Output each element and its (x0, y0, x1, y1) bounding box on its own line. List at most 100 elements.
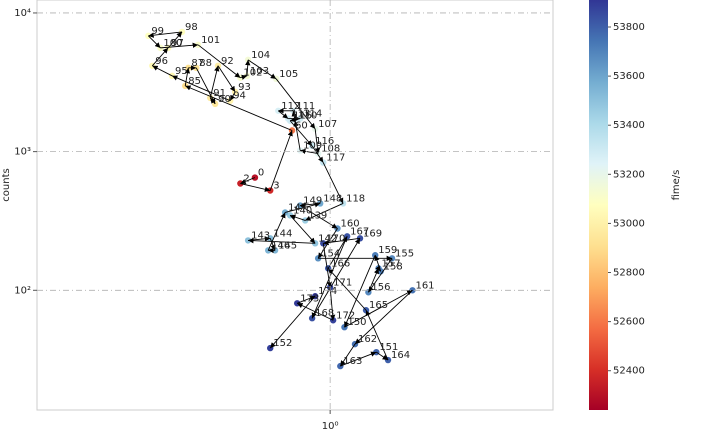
arrow (151, 47, 169, 67)
arrow (269, 295, 316, 349)
point-label: 172 (336, 310, 355, 321)
arrow (293, 120, 301, 151)
point-label: 159 (378, 245, 397, 256)
arrow (269, 130, 293, 191)
arrow (365, 310, 389, 361)
arrow (368, 258, 393, 293)
point-label: 2 (243, 174, 249, 185)
colorbar-tick-label: 52600 (613, 317, 645, 328)
point-label: 139 (308, 210, 327, 221)
point-label: 110 (298, 111, 317, 122)
point-label: 87 (191, 58, 204, 69)
arrow (285, 202, 321, 213)
point-label: 158 (384, 261, 403, 272)
arrow (248, 237, 316, 244)
plot-frame (36, 0, 554, 411)
point-label: 105 (279, 69, 298, 80)
point-label: 95 (175, 66, 188, 77)
point-label: 150 (347, 317, 366, 328)
arrow (344, 255, 376, 328)
arrow (289, 120, 313, 147)
arrow (340, 351, 377, 367)
colorbar-tick-label: 53600 (613, 71, 645, 82)
point-label: 85 (188, 76, 201, 87)
y-axis-label: counts (1, 168, 12, 201)
arrow (289, 215, 316, 244)
point-label: 149 (303, 195, 322, 206)
arrow (297, 295, 316, 304)
arrow (300, 202, 321, 208)
arrow (339, 343, 356, 367)
arrow (344, 289, 413, 328)
point-label: 157 (382, 258, 401, 269)
arrow (240, 177, 256, 184)
point-label: 0 (258, 168, 264, 179)
arrow (376, 351, 389, 361)
point-label: 147 (288, 202, 307, 213)
point-label: 103 (250, 66, 269, 77)
arrow (299, 205, 338, 229)
point-label: 160 (340, 218, 359, 229)
arrow (327, 268, 367, 311)
colorbar-tick-label: 53800 (613, 22, 645, 33)
arrow (160, 42, 199, 49)
point-label: 118 (346, 193, 365, 204)
arrow (275, 78, 316, 130)
arrow (269, 238, 276, 251)
point-label: 112 (281, 101, 300, 112)
y-tick-label: 10³ (14, 147, 31, 158)
point-label: 109 (303, 140, 322, 151)
arrow (240, 183, 271, 192)
point-label: 98 (185, 22, 198, 33)
point-label: 97 (171, 38, 184, 49)
arrow (195, 67, 216, 105)
point-label: 170 (326, 233, 345, 244)
point-label: 102 (243, 68, 262, 79)
point-label: 161 (415, 280, 434, 291)
point-label: 116 (315, 136, 334, 147)
arrow (148, 31, 183, 38)
point-label: 146 (271, 240, 290, 251)
point-label: 173 (300, 293, 319, 304)
arrow (247, 59, 277, 80)
colorbar-tick-label: 53200 (613, 169, 645, 180)
point-label: 90 (218, 94, 231, 105)
point-label: 101 (201, 35, 220, 46)
point-label: 162 (358, 334, 377, 345)
arrow (289, 214, 306, 221)
arrow (229, 91, 236, 101)
point-label: 96 (155, 56, 168, 67)
point-label: 168 (315, 308, 334, 319)
colorbar-label: fime/s (671, 170, 682, 201)
point-label: 107 (318, 119, 337, 130)
arrow (322, 162, 344, 204)
point-label: 100 (163, 38, 182, 49)
arrow (300, 148, 319, 155)
point-label: 164 (391, 350, 410, 361)
point-label: 94 (233, 91, 246, 102)
colorbar-tick-label: 53000 (613, 218, 645, 229)
point-label: 93 (238, 82, 251, 93)
point-label: 166 (331, 258, 350, 269)
arrow (148, 35, 161, 49)
point-label: 140 (293, 205, 312, 216)
point-label: 113 (291, 109, 310, 120)
arrow (167, 31, 183, 49)
arrow (374, 255, 382, 272)
point-label: 142 (318, 233, 337, 244)
arrow (322, 243, 332, 288)
arrow (311, 236, 348, 319)
point-label: 163 (343, 356, 362, 367)
point-label: 91 (213, 88, 226, 99)
arrow (329, 287, 336, 321)
point-label: 115 (293, 111, 312, 122)
point-label: 151 (379, 342, 398, 353)
point-label: 145 (278, 240, 297, 251)
arrow (323, 237, 361, 246)
point-label: 88 (199, 58, 212, 69)
colorbar-tick-label: 53400 (613, 120, 645, 131)
arrow (184, 67, 191, 86)
point-label: 117 (326, 153, 345, 164)
colorbar-tick-label: 52400 (613, 366, 645, 377)
